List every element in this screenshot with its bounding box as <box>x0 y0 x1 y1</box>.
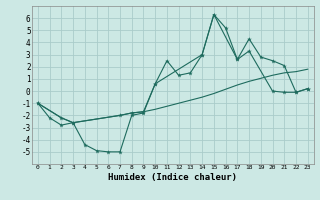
X-axis label: Humidex (Indice chaleur): Humidex (Indice chaleur) <box>108 173 237 182</box>
